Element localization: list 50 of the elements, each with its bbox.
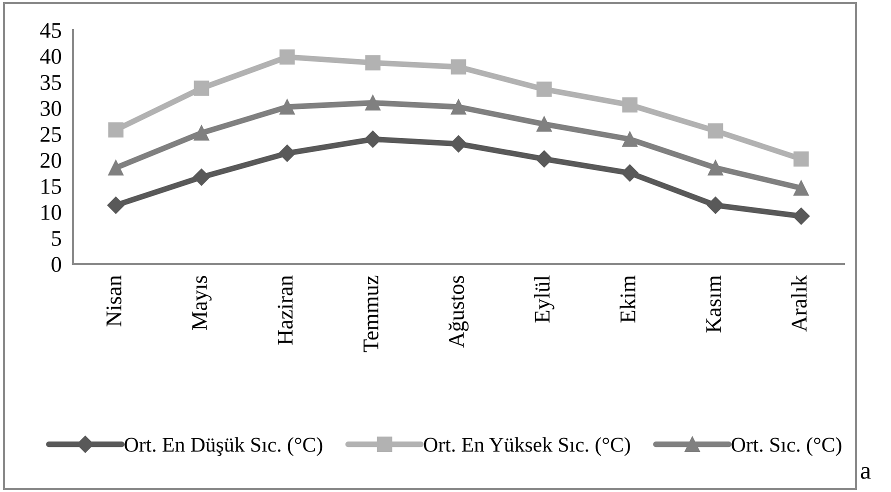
x-tick-label: Ağustos bbox=[448, 276, 469, 348]
point bbox=[708, 123, 724, 139]
x-tick-label: Kasım bbox=[706, 275, 722, 332]
point bbox=[280, 49, 295, 65]
point bbox=[706, 196, 724, 214]
point bbox=[622, 132, 638, 147]
point bbox=[450, 59, 466, 75]
point bbox=[794, 180, 809, 196]
x-tick-label: Nisan bbox=[106, 275, 122, 326]
legend-label: Ort. En Yüksek Sıc. (°C) bbox=[424, 437, 630, 456]
x-tick-label: Haziran bbox=[278, 275, 293, 345]
x-tick-label: Temmuz bbox=[364, 276, 378, 352]
point bbox=[194, 125, 210, 141]
y-tick-label: 40 bbox=[40, 48, 62, 64]
y-tick-label: 10 bbox=[42, 204, 62, 220]
x-tick-label: Ekim bbox=[620, 275, 636, 323]
point bbox=[194, 80, 210, 96]
point bbox=[108, 122, 124, 138]
point bbox=[450, 99, 466, 115]
point bbox=[708, 160, 724, 176]
point bbox=[364, 130, 382, 148]
point bbox=[536, 82, 552, 97]
y-tick-label: 5 bbox=[52, 231, 62, 246]
x-tick-label: Aralık bbox=[791, 275, 807, 332]
point bbox=[280, 99, 295, 115]
x-tick-label: Mayıs bbox=[192, 276, 212, 330]
point bbox=[278, 144, 296, 162]
point bbox=[450, 135, 468, 152]
point bbox=[794, 151, 809, 167]
point bbox=[536, 150, 553, 168]
point bbox=[536, 116, 552, 132]
x-tick-label: Eylül bbox=[534, 276, 554, 323]
point bbox=[792, 208, 810, 225]
y-tick-label: 35 bbox=[40, 74, 62, 90]
point bbox=[365, 95, 380, 110]
legend-label: Ort. Sıc. (°C) bbox=[732, 437, 842, 456]
point bbox=[107, 196, 124, 214]
point bbox=[622, 97, 638, 113]
y-tick-label: 0 bbox=[52, 256, 62, 272]
y-tick-label: 25 bbox=[40, 126, 62, 142]
point bbox=[621, 164, 638, 182]
point bbox=[108, 160, 124, 176]
point bbox=[365, 55, 380, 70]
y-tick-label: 20 bbox=[40, 152, 62, 168]
text: a bbox=[860, 466, 871, 479]
point bbox=[192, 168, 210, 186]
legend-label: Ort. En Düşük Sıc. (°C) bbox=[124, 437, 322, 456]
y-tick-label: 45 bbox=[40, 23, 62, 38]
y-tick-label: 30 bbox=[40, 100, 62, 116]
y-tick-label: 15 bbox=[42, 179, 62, 194]
